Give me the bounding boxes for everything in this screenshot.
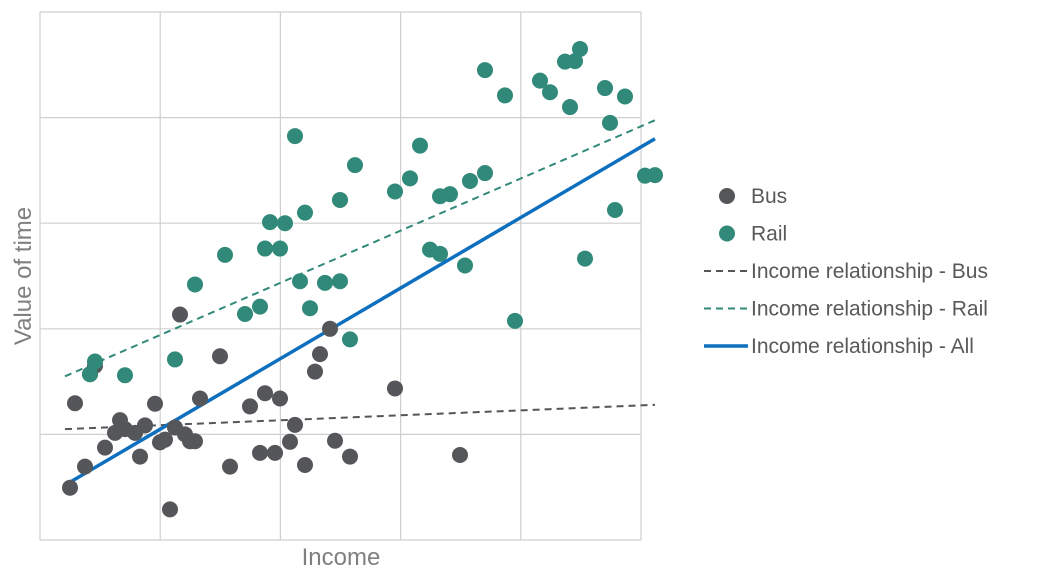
rail-point xyxy=(302,300,318,317)
bus-point xyxy=(187,433,203,450)
bus-point xyxy=(172,306,188,323)
trend-line-1 xyxy=(64,403,656,431)
rail-point xyxy=(412,137,428,154)
rail-point xyxy=(497,87,513,104)
rail-point xyxy=(117,367,133,384)
rail-point xyxy=(402,170,418,187)
rail-point xyxy=(217,246,233,263)
rail-point xyxy=(167,351,183,368)
rail-point xyxy=(507,312,523,329)
trend-line-3 xyxy=(64,137,656,487)
rail-point xyxy=(597,80,613,97)
rail-point xyxy=(577,250,593,267)
bus-point xyxy=(137,417,153,434)
rail-point xyxy=(477,165,493,182)
bus-point xyxy=(97,439,113,456)
rail-point xyxy=(462,172,478,189)
legend-label-income-relationship-bus: Income relationship - Bus xyxy=(751,260,988,283)
trend-lines xyxy=(64,119,656,487)
bus-point xyxy=(77,458,93,475)
bus-point xyxy=(452,446,468,463)
rail-point xyxy=(332,273,348,290)
rail-point xyxy=(542,84,558,101)
bus-point xyxy=(312,346,328,363)
bus-point xyxy=(387,380,403,397)
bus-point xyxy=(267,444,283,461)
bus-point xyxy=(147,395,163,412)
rail-point xyxy=(342,331,358,348)
rail-point xyxy=(332,191,348,208)
bus-point xyxy=(297,457,313,474)
rail-point xyxy=(647,167,663,184)
legend-label-bus: Bus xyxy=(751,185,787,208)
bus-point xyxy=(157,431,173,448)
rail-point xyxy=(442,186,458,203)
rail-point xyxy=(347,157,363,174)
rail-point xyxy=(567,53,583,70)
rail-point xyxy=(257,240,273,257)
rail-point xyxy=(187,276,203,293)
rail-point xyxy=(262,214,278,231)
rail-point xyxy=(317,274,333,291)
legend-marker-bus xyxy=(719,188,735,204)
rail-point xyxy=(292,273,308,290)
bus-point xyxy=(257,385,273,402)
bus-point xyxy=(282,433,298,450)
rail-point xyxy=(562,99,578,116)
bus-point xyxy=(252,444,268,461)
rail-point xyxy=(432,245,448,262)
rail-point xyxy=(272,240,288,257)
rail-point xyxy=(532,72,548,89)
bus-point xyxy=(162,501,178,518)
bus-point xyxy=(322,320,338,337)
rail-point xyxy=(277,215,293,232)
rail-point xyxy=(602,114,618,131)
bus-point xyxy=(307,363,323,380)
trend-line-2 xyxy=(64,119,656,378)
bus-point xyxy=(287,416,303,433)
bus-point xyxy=(192,390,208,407)
rail-point xyxy=(287,128,303,145)
rail-point xyxy=(477,62,493,79)
rail-point xyxy=(297,204,313,221)
legend-label-income-relationship-all: Income relationship - All xyxy=(751,335,974,358)
bus-point xyxy=(222,458,238,475)
rail-point xyxy=(82,366,98,383)
bus-point xyxy=(132,448,148,465)
legend: Bus Rail Income relationship - Bus Income r… xyxy=(704,185,988,358)
rail-point xyxy=(607,202,623,218)
rail-point xyxy=(237,306,253,323)
legend-label-income-relationship-rail: Income relationship - Rail xyxy=(751,298,988,321)
rail-point xyxy=(457,257,473,274)
legend-marker-rail xyxy=(719,225,735,242)
rail-point xyxy=(252,298,268,315)
rail-point xyxy=(387,183,403,200)
bus-point xyxy=(272,390,288,407)
data-points xyxy=(62,40,663,518)
rail-point xyxy=(87,353,103,370)
rail-point xyxy=(572,40,588,57)
x-axis-label: Income xyxy=(302,544,381,568)
bus-point xyxy=(67,395,83,412)
bus-point xyxy=(212,348,228,365)
legend-label-rail: Rail xyxy=(751,223,787,246)
y-axis-label: Value of time xyxy=(10,207,37,345)
bus-point xyxy=(62,479,78,496)
bus-point xyxy=(342,448,358,465)
bus-point xyxy=(242,398,258,415)
bus-point xyxy=(327,432,343,449)
rail-point xyxy=(617,88,633,105)
